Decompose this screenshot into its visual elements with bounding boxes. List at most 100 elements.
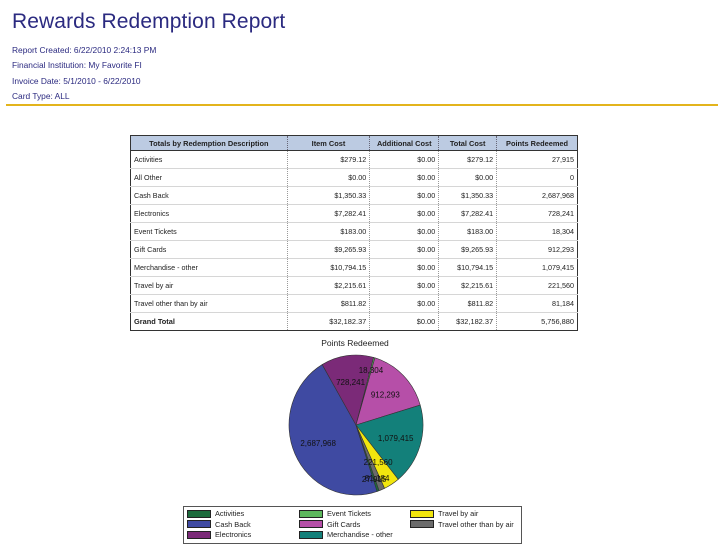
- table-row: Travel other than by air $811.82 $0.00 $811…: [130, 294, 578, 313]
- table-cell: $0.00: [369, 168, 439, 187]
- pie-data-label: 27,915: [362, 475, 387, 484]
- pie-data-label: 728,241: [336, 378, 365, 387]
- legend-label: Gift Cards: [327, 519, 361, 529]
- column-header: Points Redeemed: [496, 135, 578, 151]
- table-cell: $811.82: [286, 294, 370, 313]
- table-cell: $0.00: [438, 168, 497, 187]
- table-cell: Event Tickets: [130, 222, 288, 241]
- table-cell: 728,241: [496, 204, 578, 223]
- grand-total-cell: $32,182.37: [286, 312, 370, 331]
- legend-swatch: [187, 509, 211, 518]
- table-cell: Cash Back: [130, 186, 288, 205]
- pie-slice-merchandise-other: [355, 404, 424, 480]
- legend-item: Event Tickets: [299, 509, 371, 518]
- table-cell: $9,265.93: [438, 240, 497, 259]
- pie-data-label: 2,687,968: [300, 439, 336, 448]
- column-header: Item Cost: [286, 135, 370, 151]
- table-cell: $2,215.61: [438, 276, 497, 295]
- legend-label: Travel by air: [438, 509, 479, 518]
- legend-label: Cash Back: [215, 519, 251, 529]
- table-row: Cash Back $1,350.33 $0.00 $1,350.33 2,687,96…: [130, 186, 578, 205]
- column-header: Totals by Redemption Description: [130, 135, 288, 151]
- legend-item: Travel by air: [410, 509, 478, 518]
- table-cell: $0.00: [369, 186, 439, 205]
- table-cell: $1,350.33: [438, 186, 497, 205]
- report-title: Rewards Redemption Report: [12, 10, 286, 33]
- table-row: Activities $279.12 $0.00 $279.12 27,915: [130, 150, 578, 169]
- table-cell: 221,560: [496, 276, 578, 295]
- table-cell: All Other: [130, 168, 288, 187]
- table-cell: Travel by air: [130, 276, 288, 295]
- legend-swatch: [410, 520, 434, 528]
- pie-slice-activities: [355, 424, 380, 492]
- redemption-totals-table: Totals by Redemption Description Item Co…: [130, 135, 578, 331]
- table-cell: $0.00: [369, 204, 439, 223]
- invoice-date: Invoice Date: 5/1/2010 - 6/22/2010: [12, 75, 141, 86]
- table-cell: 912,293: [496, 240, 578, 259]
- table-cell: 1,079,415: [496, 258, 578, 277]
- legend-label: Merchandise - other: [327, 530, 393, 539]
- pie-slice-cash-back: [288, 364, 378, 496]
- legend-label: Electronics: [215, 530, 252, 539]
- legend-label: Activities: [215, 509, 245, 518]
- chart-title: Points Redeemed: [321, 338, 389, 348]
- table-cell: $0.00: [369, 294, 439, 313]
- pie-slice-gift-cards: [355, 357, 421, 426]
- legend-item: Travel other than by air: [410, 520, 514, 529]
- table-cell: $279.12: [286, 150, 370, 169]
- table-header-row: Totals by Redemption Description Item Co…: [130, 135, 578, 151]
- table-cell: $7,282.41: [438, 204, 497, 223]
- legend-swatch: [299, 530, 323, 539]
- pie-data-label: 221,560: [364, 458, 393, 467]
- legend-item: Electronics: [187, 530, 251, 539]
- table-row: All Other $0.00 $0.00 $0.00 0: [130, 168, 578, 187]
- table-cell: $183.00: [438, 222, 497, 241]
- column-header: Total Cost: [438, 135, 497, 151]
- table-cell: $10,794.15: [438, 258, 497, 277]
- table-cell: $0.00: [369, 150, 439, 169]
- table-cell: $7,282.41: [286, 204, 370, 223]
- table-cell: Merchandise - other: [130, 258, 288, 277]
- column-header: Additional Cost: [369, 135, 439, 151]
- legend-label: Event Tickets: [327, 509, 371, 518]
- report-created: Report Created: 6/22/2010 2:24:13 PM: [12, 45, 157, 55]
- grand-total-cell: Grand Total: [130, 312, 288, 331]
- table-cell: $0.00: [369, 222, 439, 241]
- pie-data-label: 1,079,415: [378, 434, 414, 443]
- legend-swatch: [187, 530, 211, 539]
- pie-data-label: 81,184: [365, 474, 390, 483]
- chart-legend: Activities Event Tickets Travel by air Cash…: [183, 506, 522, 544]
- table-cell: $1,350.33: [286, 186, 370, 205]
- table-cell: $10,794.15: [286, 258, 370, 277]
- report-meta: Report Created: 6/22/2010 2:24:13 PM Fin…: [12, 43, 156, 105]
- legend-item: Merchandise - other: [299, 530, 393, 539]
- table-cell: $9,265.93: [286, 240, 370, 259]
- table-cell: Electronics: [130, 204, 288, 223]
- header-divider: [6, 104, 718, 106]
- legend-item: Gift Cards: [299, 520, 360, 529]
- table-cell: $183.00: [286, 222, 370, 241]
- points-redeemed-chart: Points Redeemed 2,687,968 728,241 18,304 91…: [200, 333, 520, 503]
- table-body: Activities $279.12 $0.00 $279.12 27,915 All O…: [130, 150, 578, 331]
- legend-swatch: [299, 509, 323, 518]
- grand-total-cell: 5,756,880: [496, 312, 578, 331]
- grand-total-cell: $0.00: [369, 312, 439, 331]
- table-cell: Gift Cards: [130, 240, 288, 259]
- card-type: Card Type: ALL: [12, 91, 70, 102]
- pie-data-label: 18,304: [359, 366, 384, 375]
- table-row: Event Tickets $183.00 $0.00 $183.00 18,304: [130, 222, 578, 241]
- table-cell: Activities: [130, 150, 288, 169]
- table-cell: 18,304: [496, 222, 578, 241]
- table-cell: $0.00: [369, 258, 439, 277]
- table-cell: $279.12: [438, 150, 497, 169]
- table-cell: $2,215.61: [286, 276, 370, 295]
- table-cell: $811.82: [438, 294, 497, 313]
- table-row: Travel by air $2,215.61 $0.00 $2,215.61 221,…: [130, 276, 578, 295]
- pie-data-label: 912,293: [371, 390, 400, 399]
- legend-item: Activities: [187, 509, 244, 518]
- table-cell: 2,687,968: [496, 186, 578, 205]
- table-cell: $0.00: [369, 276, 439, 295]
- legend-label: Travel other than by air: [438, 519, 514, 529]
- table-row: Merchandise - other $10,794.15 $0.00 $10,79…: [130, 258, 578, 277]
- legend-swatch: [410, 509, 434, 518]
